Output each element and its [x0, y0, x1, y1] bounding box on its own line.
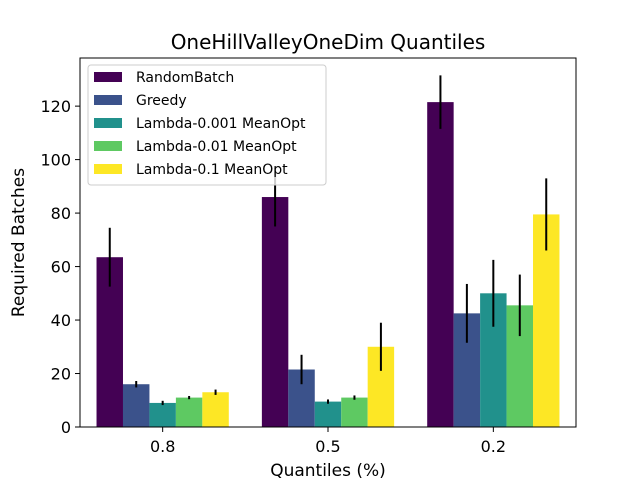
x-tick-label: 0.5 [315, 437, 340, 456]
x-tick-label: 0.2 [481, 437, 506, 456]
bar [122, 384, 150, 427]
legend-label: Greedy [136, 93, 187, 109]
legend-box [87, 64, 327, 186]
y-tick-label: 120 [40, 97, 71, 116]
legend-swatch [94, 164, 122, 174]
legend-label: Lambda-0.01 MeanOpt [136, 139, 297, 155]
y-axis: 0 20 40 60 80 100 120 [40, 97, 80, 437]
bar [314, 401, 342, 427]
y-tick-label: 20 [51, 365, 71, 384]
bar [427, 102, 454, 428]
x-axis-label: Quantiles (%) [270, 461, 386, 480]
y-axis-label: Required Batches [9, 168, 29, 317]
legend-swatch [94, 118, 122, 128]
x-axis: 0.8 0.5 0.2 [150, 427, 506, 456]
y-tick-label: 60 [51, 258, 71, 277]
y-tick-label: 0 [61, 418, 71, 437]
legend-label: RandomBatch [136, 70, 234, 86]
legend-swatch [94, 72, 122, 82]
legend-swatch [94, 95, 122, 105]
x-tick-label: 0.8 [150, 437, 175, 456]
chart-title: OneHillValleyOneDim Quantiles [171, 30, 486, 54]
legend-label: Lambda-0.1 MeanOpt [136, 162, 288, 178]
y-tick-label: 80 [51, 204, 71, 223]
bar [341, 397, 368, 427]
legend: RandomBatch Greedy Lambda-0.001 MeanOpt Lam… [87, 64, 327, 186]
y-tick-label: 40 [51, 311, 71, 330]
bar [149, 402, 176, 427]
bars-layer [96, 102, 560, 428]
bar [261, 197, 289, 427]
legend-swatch [94, 141, 122, 151]
bar [202, 392, 229, 427]
legend-label: Lambda-0.001 MeanOpt [136, 116, 306, 132]
bar [175, 397, 203, 427]
y-tick-label: 100 [40, 151, 71, 170]
